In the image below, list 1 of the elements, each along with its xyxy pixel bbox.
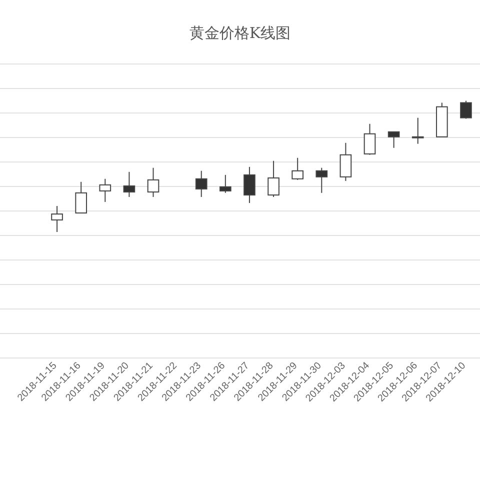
chart-title: 黄金价格K线图: [189, 24, 291, 42]
